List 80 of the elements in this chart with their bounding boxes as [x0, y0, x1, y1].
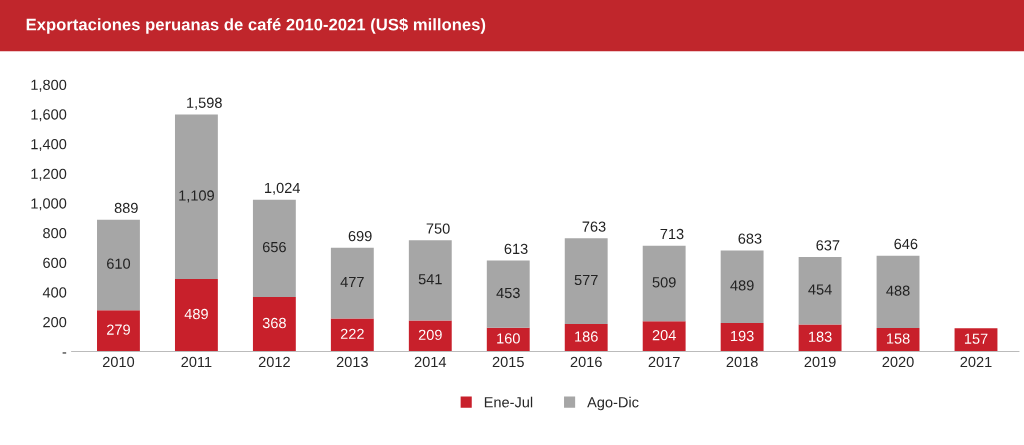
- y-tick-label: 800: [43, 227, 67, 239]
- x-tick-label: 2012: [258, 356, 290, 368]
- data-label: 157: [964, 333, 988, 344]
- bar: [252, 296, 296, 352]
- x-tick-label: 2019: [804, 356, 836, 368]
- data-label: 279: [107, 324, 130, 335]
- bar: [408, 320, 452, 352]
- y-tick-label: 1,000: [31, 198, 67, 211]
- data-label: 368: [262, 317, 286, 329]
- bar: [564, 323, 608, 352]
- data-label: 209: [418, 329, 442, 340]
- total-label: 637: [816, 240, 840, 251]
- bar: [330, 318, 374, 352]
- legend-label: Ago-Dic: [587, 396, 639, 411]
- total-label: 750: [426, 223, 450, 234]
- y-tick-label: 600: [43, 257, 67, 268]
- y-tick-label: 1,200: [31, 168, 67, 181]
- legend-label: Ene-Jul: [484, 396, 533, 408]
- data-label: 1,109: [179, 190, 214, 203]
- y-tick-label: 400: [42, 287, 67, 298]
- data-label: 488: [886, 285, 910, 296]
- x-tick-label: 2021: [960, 356, 992, 368]
- total-label: 713: [660, 228, 684, 240]
- bar: [798, 257, 842, 325]
- x-tick-label: 2016: [570, 356, 602, 368]
- data-label: 158: [886, 333, 910, 344]
- data-label: 656: [262, 241, 286, 253]
- bar: [720, 322, 764, 352]
- total-label: 646: [894, 238, 918, 250]
- bar: [408, 240, 452, 321]
- total-label: 1,598: [187, 97, 222, 110]
- data-label: 193: [731, 330, 754, 342]
- bar: [97, 310, 140, 352]
- data-label: 610: [107, 258, 131, 269]
- bar: [642, 245, 686, 322]
- data-label: 454: [808, 284, 832, 295]
- bar: [876, 255, 920, 329]
- x-tick-label: 2013: [336, 356, 368, 368]
- bar: [174, 279, 218, 352]
- bar: [798, 324, 842, 352]
- bar: [174, 114, 218, 280]
- x-tick-label: 2015: [492, 356, 524, 368]
- total-label: 1,024: [265, 182, 300, 195]
- bar: [954, 328, 998, 352]
- bar: [330, 247, 374, 319]
- bar: [642, 321, 686, 352]
- data-label: 204: [652, 330, 676, 341]
- data-label: 160: [497, 333, 520, 344]
- x-tick-label: 2017: [648, 356, 680, 368]
- data-label: 577: [574, 274, 598, 286]
- x-tick-label: 2018: [726, 356, 758, 368]
- total-label: 763: [582, 221, 606, 232]
- chart-title: Exportaciones peruanas de café 2010-2021 (US$ millones): [26, 17, 486, 34]
- data-label: 183: [809, 331, 832, 342]
- data-label: 509: [652, 277, 676, 288]
- y-tick-label: -: [62, 352, 67, 354]
- y-tick-label: 1,400: [31, 138, 67, 152]
- x-tick-label: 2011: [181, 356, 212, 368]
- data-label: 489: [184, 308, 208, 320]
- data-label: 453: [496, 287, 520, 299]
- bar: [564, 238, 608, 324]
- y-tick-label: 1,800: [31, 79, 67, 92]
- x-tick-label: 2010: [102, 356, 135, 368]
- total-label: 699: [348, 230, 372, 242]
- bar: [486, 260, 530, 328]
- bar: [97, 219, 140, 311]
- total-label: 683: [738, 233, 762, 244]
- y-tick-label: 200: [43, 316, 67, 328]
- total-label: 613: [504, 243, 528, 255]
- bar: [720, 250, 764, 323]
- y-tick-label: 1,600: [31, 109, 67, 122]
- x-tick-label: 2014: [414, 356, 447, 368]
- data-label: 541: [418, 274, 442, 285]
- data-label: 477: [340, 276, 364, 288]
- data-label: 222: [340, 328, 364, 339]
- x-tick-label: 2020: [882, 356, 914, 368]
- data-label: 489: [730, 280, 754, 291]
- total-label: 889: [114, 202, 138, 214]
- bar: [252, 199, 296, 297]
- data-label: 186: [575, 331, 598, 342]
